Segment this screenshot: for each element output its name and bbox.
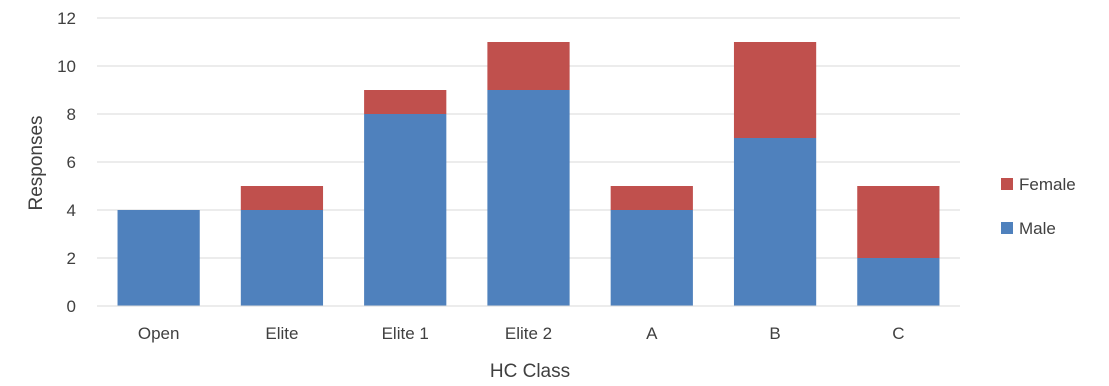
bar-female-elite-2 [487,42,570,90]
x-tick-label: Elite [265,324,298,343]
x-tick-label: A [646,324,658,343]
y-tick-label: 12 [57,9,76,28]
bar-male-b [733,138,817,306]
bar-male-elite-2 [487,90,570,306]
legend-swatch-male [1001,222,1013,234]
bars [117,42,940,306]
y-tick-label: 0 [67,297,76,316]
x-tick-label: B [769,324,780,343]
legend: Female Male [1001,175,1076,238]
x-tick-label: Elite 1 [382,324,429,343]
bar-male-c [857,258,940,306]
y-tick-label: 10 [57,57,76,76]
x-tick-label: Elite 2 [505,324,552,343]
y-tick-label: 6 [67,153,76,172]
bar-male-elite-1 [364,114,447,306]
bar-female-b [733,42,817,138]
bar-male-a [610,210,693,306]
x-tick-label: C [892,324,904,343]
axes: 0 2 4 6 8 10 12 Open Elite Elite 1 Elite 2 A B C [57,9,960,343]
bar-female-c [857,186,940,258]
bar-male-open [117,210,200,306]
legend-label-male: Male [1019,219,1056,238]
legend-swatch-female [1001,178,1013,190]
y-tick-label: 8 [67,105,76,124]
x-tick-label: Open [138,324,180,343]
bar-female-elite-1 [364,90,447,114]
y-tick-label: 4 [67,201,76,220]
y-tick-label: 2 [67,249,76,268]
bar-female-a [610,186,693,210]
legend-label-female: Female [1019,175,1076,194]
x-axis-title: HC Class [490,361,570,382]
y-axis-title: Responses [26,115,47,210]
bar-male-elite [240,210,324,306]
bar-female-elite [240,186,324,210]
